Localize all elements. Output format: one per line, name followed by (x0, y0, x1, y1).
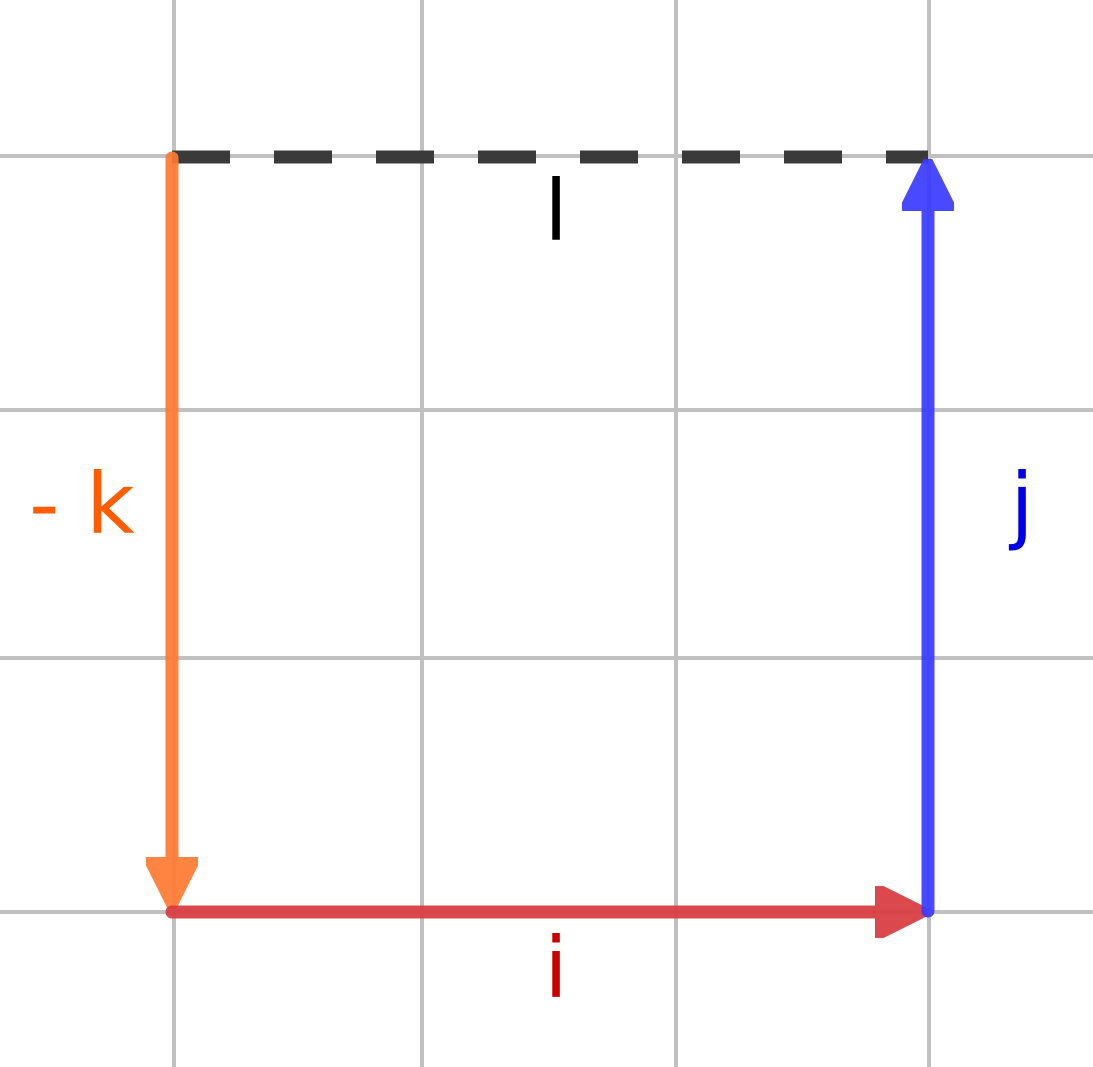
vector-l-label: l (544, 162, 567, 260)
vector-i-label: i (544, 919, 567, 1017)
vector-minus-k-label: - k (29, 455, 135, 553)
vector-l: l (172, 150, 928, 260)
vector-j-label: j (1008, 455, 1033, 553)
vector-i: i (165, 912, 906, 1017)
vector-j: j (928, 180, 1034, 918)
vector-minus-k: - k (29, 151, 172, 888)
